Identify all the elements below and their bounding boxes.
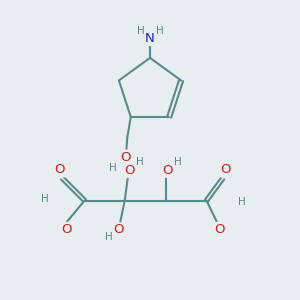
Text: O: O bbox=[163, 164, 173, 177]
Text: O: O bbox=[113, 224, 124, 236]
Text: H: H bbox=[40, 194, 48, 204]
Text: O: O bbox=[54, 164, 64, 176]
Text: H: H bbox=[110, 164, 117, 173]
Text: H: H bbox=[136, 26, 144, 35]
Text: H: H bbox=[136, 157, 143, 167]
Text: O: O bbox=[121, 151, 131, 164]
Text: H: H bbox=[156, 26, 164, 35]
Text: O: O bbox=[124, 164, 134, 177]
Text: H: H bbox=[105, 232, 113, 242]
Text: O: O bbox=[61, 223, 71, 236]
Text: O: O bbox=[214, 223, 224, 236]
Text: H: H bbox=[238, 197, 246, 207]
Text: O: O bbox=[220, 164, 231, 176]
Text: N: N bbox=[145, 32, 155, 45]
Text: H: H bbox=[174, 157, 182, 167]
